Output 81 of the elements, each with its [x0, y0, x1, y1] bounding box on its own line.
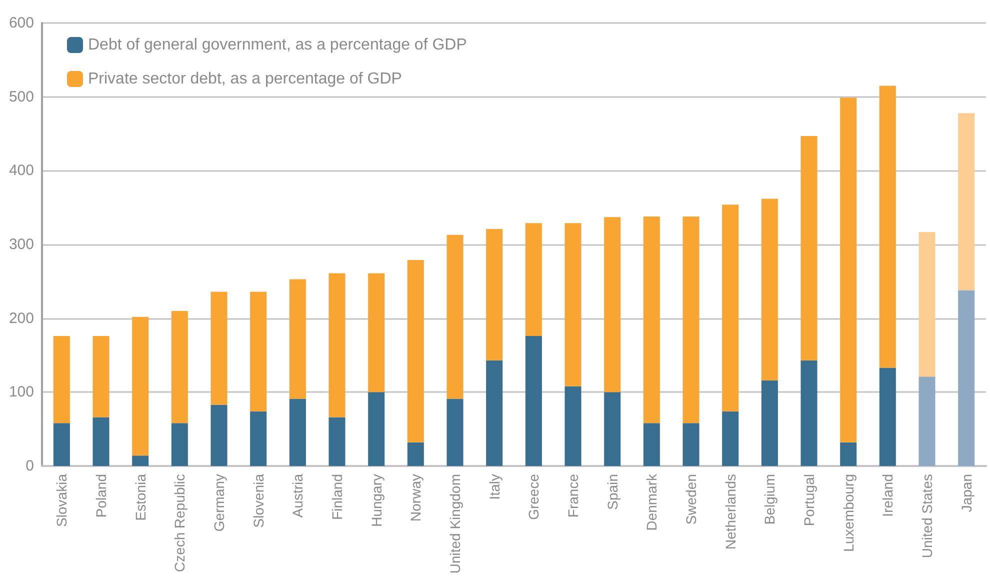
bar — [722, 204, 739, 412]
x-tick-label: Italy — [486, 474, 502, 500]
bar — [132, 456, 149, 466]
bar — [53, 336, 70, 424]
bar — [328, 273, 346, 418]
y-tick-label: 400 — [8, 162, 34, 180]
bar — [368, 392, 385, 466]
x-tick-label: Sweden — [683, 474, 699, 525]
bar — [682, 216, 700, 424]
bar — [446, 398, 464, 466]
bar — [761, 198, 778, 380]
y-tick-label: 600 — [8, 14, 34, 32]
bar — [525, 336, 542, 466]
bar — [682, 423, 700, 466]
x-tick-label: Greece — [526, 474, 542, 520]
bar — [250, 411, 267, 466]
bar — [407, 260, 424, 442]
legend-label: Private sector debt, as a percentage of GDP — [88, 70, 402, 88]
x-tick-label: Poland — [93, 474, 109, 518]
bar — [958, 290, 975, 466]
bar — [643, 423, 660, 466]
bar — [368, 273, 385, 392]
bar — [53, 423, 70, 466]
bar — [761, 380, 778, 466]
x-tick-label: Ireland — [880, 474, 896, 517]
bar — [840, 442, 857, 466]
x-tick-label: Japan — [958, 474, 974, 512]
bar — [525, 223, 542, 336]
x-tick-label: Norway — [408, 474, 424, 522]
bar — [289, 398, 306, 466]
x-tick-label: Slovakia — [54, 474, 70, 527]
bar — [250, 292, 267, 412]
bar — [800, 136, 818, 360]
x-tick-label: United Kingdom — [447, 474, 463, 574]
bar — [918, 232, 936, 377]
bar — [643, 216, 660, 424]
x-tick-label: Slovenia — [250, 474, 266, 528]
bar — [604, 217, 621, 392]
bar — [800, 360, 818, 466]
x-tick-label: France — [565, 474, 581, 518]
bar — [210, 404, 228, 466]
x-tick-label: Netherlands — [722, 474, 738, 550]
bar — [132, 316, 149, 456]
bar — [171, 310, 188, 424]
bar — [486, 360, 503, 466]
bar — [486, 228, 503, 360]
bar — [918, 376, 936, 466]
bar — [210, 292, 228, 405]
x-tick-label: Spain — [604, 474, 620, 510]
legend-label: Debt of general government, as a percentage of GDP — [88, 36, 467, 54]
x-tick-label: Czech Republic — [172, 474, 188, 572]
x-tick-label: Austria — [290, 474, 306, 518]
bar — [92, 336, 110, 418]
y-tick-label: 500 — [8, 88, 34, 106]
y-tick-label: 100 — [8, 384, 34, 401]
bar — [171, 423, 188, 466]
x-tick-label: Belgium — [762, 474, 778, 525]
x-tick-label: Finland — [329, 474, 345, 520]
bar — [328, 417, 346, 466]
x-tick-label: Luxembourg — [840, 474, 856, 552]
x-tick-label: United States — [919, 474, 935, 558]
x-tick-label: Germany — [211, 474, 227, 532]
x-tick-label: Estonia — [132, 474, 148, 521]
x-tick-label: Portugal — [801, 474, 817, 526]
bar — [879, 368, 896, 466]
bar — [722, 411, 739, 466]
bar — [407, 442, 424, 466]
bar — [289, 279, 306, 399]
bar — [564, 386, 582, 466]
bar — [958, 113, 975, 290]
bar — [446, 234, 464, 399]
x-tick-label: Hungary — [368, 474, 384, 527]
bar — [564, 223, 582, 386]
bar — [92, 417, 110, 466]
bar — [879, 86, 896, 368]
y-tick-label: 200 — [8, 310, 34, 327]
bar — [604, 392, 621, 466]
bar — [840, 98, 857, 442]
y-tick-label: 300 — [8, 236, 34, 253]
x-tick-label: Denmark — [644, 473, 660, 531]
y-tick-label: 0 — [26, 458, 34, 474]
